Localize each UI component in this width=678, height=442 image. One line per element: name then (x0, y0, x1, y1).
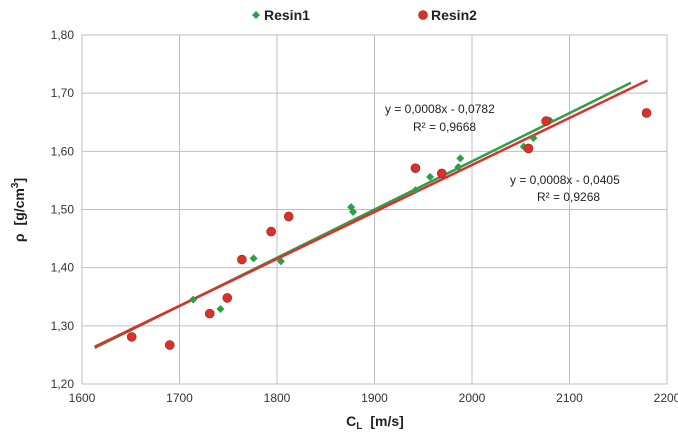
equation-resin1: y = 0,0008x - 0,0782 (385, 102, 495, 116)
point-resin2 (237, 255, 246, 264)
point-resin2 (437, 169, 446, 178)
y-tick-label: 1,20 (51, 377, 75, 391)
y-tick-label: 1,30 (51, 319, 75, 333)
point-resin2 (127, 332, 136, 341)
legend-marker-resin2 (419, 11, 428, 20)
legend: Resin1 Resin2 (252, 7, 477, 23)
point-resin2 (284, 212, 293, 221)
x-axis-title-unit: [m/s] (370, 413, 403, 429)
x-axis-title-subscript: L (356, 421, 362, 432)
trendline-annotation-resin1: y = 0,0008x - 0,0782 R² = 0,9668 (385, 102, 495, 134)
point-resin2 (205, 309, 214, 318)
y-axis-title: ρ[g/cm3] (10, 178, 27, 242)
x-tick-label: 1600 (69, 391, 96, 405)
x-tick-label: 1800 (264, 391, 291, 405)
point-resin2 (165, 341, 174, 350)
legend-marker-resin1 (252, 11, 260, 19)
point-resin2 (267, 227, 276, 236)
y-tick-label: 1,50 (51, 203, 75, 217)
y-tick-label: 1,60 (51, 144, 75, 158)
point-resin2 (542, 117, 551, 126)
r2-resin1: R² = 0,9668 (413, 120, 476, 134)
trendline-resin2 (95, 80, 648, 346)
x-tick-label: 2100 (556, 391, 583, 405)
x-axis-title: CL [m/s] (346, 413, 404, 432)
y-axis-title-close: ] (11, 178, 27, 183)
trendline-annotation-resin2: y = 0,0008x - 0,0405 R² = 0,9268 (510, 173, 620, 204)
y-tick-label: 1,70 (51, 86, 75, 100)
y-tick-label: 1,80 (51, 28, 75, 42)
point-resin2 (524, 144, 533, 153)
point-resin2 (223, 293, 232, 302)
data-points (127, 108, 651, 349)
legend-label-resin1: Resin1 (264, 7, 310, 23)
x-tick-label: 1700 (166, 391, 193, 405)
x-tick-label: 2000 (459, 391, 486, 405)
x-axis-ticks: 1600 1700 1800 1900 2000 2100 2200 (69, 391, 678, 405)
equation-resin2: y = 0,0008x - 0,0405 (510, 173, 620, 187)
y-axis-title-main: ρ (11, 233, 27, 242)
x-tick-label: 1900 (361, 391, 388, 405)
point-resin2 (411, 164, 420, 173)
x-axis-title-main: C (346, 413, 356, 429)
point-resin1 (250, 254, 258, 262)
y-tick-label: 1,40 (51, 261, 75, 275)
trendlines (95, 80, 648, 348)
point-resin1 (216, 305, 224, 313)
point-resin1 (456, 154, 464, 162)
r2-resin2: R² = 0,9268 (537, 190, 600, 204)
x-tick-label: 2200 (654, 391, 678, 405)
y-axis-ticks: 1,20 1,30 1,40 1,50 1,60 1,70 1,80 (51, 28, 75, 391)
y-axis-title-unit: [g/cm (11, 188, 27, 225)
point-resin2 (642, 108, 651, 117)
legend-label-resin2: Resin2 (431, 7, 477, 23)
